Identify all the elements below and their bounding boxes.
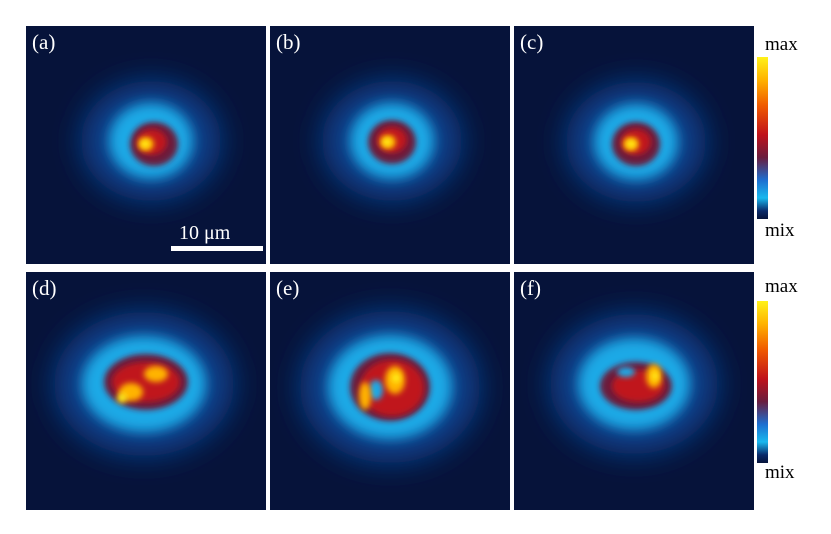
panel-label: (d)	[32, 276, 57, 300]
panel-label: (a)	[32, 30, 56, 54]
intensity-image-a	[81, 81, 221, 201]
panel-a: (a) 10 μm	[26, 26, 266, 264]
scale-bar-label: 10 μm	[179, 222, 231, 244]
panel-f: (f)	[514, 272, 754, 510]
intensity-image-d	[54, 312, 234, 456]
intensity-image-c	[566, 82, 706, 202]
colorbar-max-label: max	[765, 34, 798, 55]
intensity-image-f	[550, 314, 718, 454]
panel-c: (c)	[514, 26, 754, 264]
colorbar-top	[757, 57, 768, 219]
panel-label: (c)	[520, 30, 544, 54]
colorbar-max-label: max	[765, 276, 798, 297]
panel-label: (f)	[520, 276, 541, 300]
panel-label: (e)	[276, 276, 300, 300]
panel-b: (b)	[270, 26, 510, 264]
panel-d: (d)	[26, 272, 266, 510]
scale-bar	[171, 246, 263, 251]
colorbar-bottom	[757, 301, 768, 463]
panel-e: (e)	[270, 272, 510, 510]
intensity-image-e	[300, 311, 480, 463]
colorbar-min-label: mix	[765, 220, 795, 241]
panel-label: (b)	[276, 30, 301, 54]
colorbar-min-label: mix	[765, 462, 795, 483]
intensity-image-b	[322, 81, 462, 201]
